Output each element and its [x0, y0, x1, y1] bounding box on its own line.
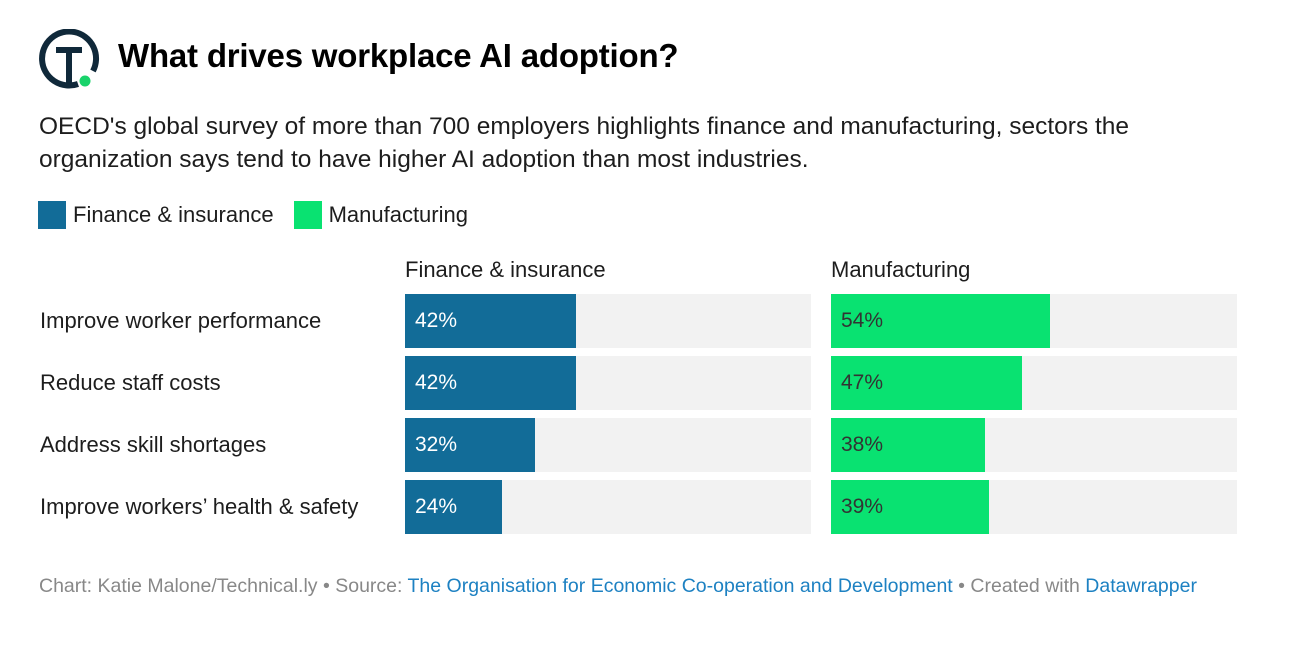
bar-value-label: 47%	[841, 371, 884, 394]
legend: Finance & insurance Manufacturing	[38, 201, 488, 229]
footer-source-prefix: Source:	[335, 575, 408, 597]
chart-footer: Chart: Katie Malone/Technical.ly • Sourc…	[39, 574, 1259, 599]
bar-track: 38%	[831, 418, 1237, 472]
footer-separator: •	[317, 575, 336, 597]
legend-item-finance: Finance & insurance	[38, 201, 274, 229]
technically-logo-icon	[39, 29, 100, 89]
bar-track: 39%	[831, 480, 1237, 534]
bar-track: 54%	[831, 294, 1237, 348]
bar-finance	[405, 480, 503, 534]
footer-created-prefix: Created with	[970, 575, 1086, 597]
legend-swatch-finance	[38, 201, 66, 229]
footer-separator: •	[952, 575, 971, 597]
bar-finance	[405, 294, 576, 348]
bar-track: 32%	[405, 418, 811, 472]
bar-finance	[405, 418, 535, 472]
bar-track: 42%	[405, 294, 811, 348]
legend-item-manufacturing: Manufacturing	[293, 201, 468, 229]
bar-finance	[405, 356, 576, 410]
legend-label-finance: Finance & insurance	[73, 202, 274, 227]
category-label: Reduce staff costs	[40, 370, 221, 395]
footer-credit: Chart: Katie Malone/Technical.ly	[39, 575, 318, 597]
bar-value-label: 32%	[415, 433, 458, 456]
datawrapper-link[interactable]: Datawrapper	[1085, 575, 1197, 597]
bar-value-label: 24%	[415, 495, 458, 518]
bar-value-label: 38%	[841, 433, 884, 456]
bar-manufacturing	[831, 480, 990, 534]
bar-track: 24%	[405, 480, 811, 534]
category-label: Address skill shortages	[40, 432, 267, 457]
legend-label-manufacturing: Manufacturing	[328, 202, 468, 227]
bar-manufacturing	[831, 356, 1022, 410]
chart-title: What drives workplace AI adoption?	[118, 37, 679, 74]
column-header-manufacturing: Manufacturing	[831, 257, 971, 282]
category-label: Improve worker performance	[40, 308, 322, 333]
bar-value-label: 54%	[841, 309, 884, 332]
bar-manufacturing	[831, 418, 986, 472]
bar-value-label: 42%	[415, 371, 458, 394]
bar-manufacturing	[831, 294, 1051, 348]
bar-track: 42%	[405, 356, 811, 410]
bar-value-label: 39%	[841, 495, 884, 518]
category-label: Improve workers’ health & safety	[40, 494, 359, 519]
column-header-finance: Finance & insurance	[405, 257, 606, 282]
chart-subtitle: OECD's global survey of more than 700 em…	[39, 113, 1130, 173]
legend-swatch-manufacturing	[293, 201, 322, 229]
bar-track: 47%	[831, 356, 1237, 410]
bar-value-label: 42%	[415, 309, 458, 332]
source-link[interactable]: The Organisation for Economic Co-operati…	[407, 575, 953, 597]
